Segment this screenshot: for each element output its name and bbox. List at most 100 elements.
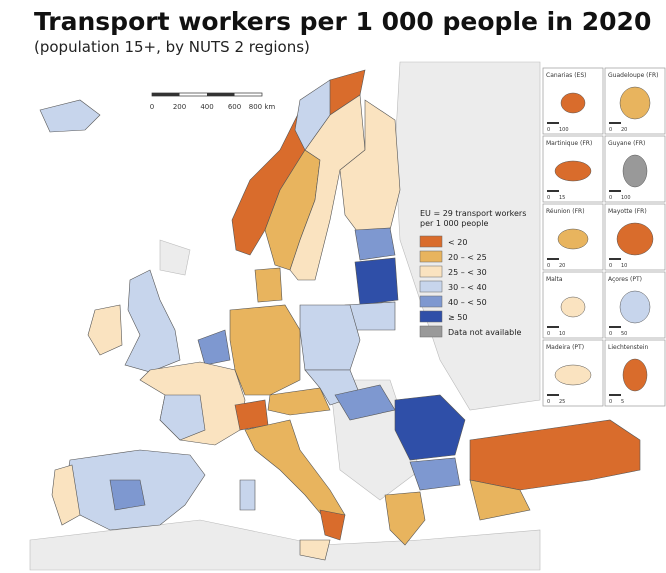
region-portugal [51,464,81,526]
region-denmark [254,267,283,303]
region-sicily [299,539,331,561]
region-austria [267,387,331,416]
region-turkey [469,419,641,491]
inset-shape [622,154,648,188]
inset-scale-label: 100 [559,127,569,133]
region-poland [299,304,361,371]
inset-scale-label: 0 [547,127,550,133]
inset-label: Guadeloupe (FR) [608,72,658,79]
inset-scale [609,122,621,124]
legend-swatch [419,235,443,248]
legend-title: EU = 29 transport workers [420,209,526,218]
legend-swatch [419,325,443,338]
inset-label: Açores (PT) [608,276,642,283]
inset-scale [609,326,621,328]
inset-shape [557,228,589,250]
region-sweden-east [289,94,366,281]
region-france-west [159,394,206,441]
inset-shape [554,160,592,182]
scale-label: 800 km [249,103,276,111]
legend-label: 40 – < 50 [448,298,487,307]
inset-scale [609,258,621,260]
inset-shape [616,222,654,256]
region-greece [384,491,426,546]
inset-scale-label: 0 [547,195,550,201]
region-iceland [39,99,101,133]
legend-swatch [419,295,443,308]
inset-label: Liechtenstein [608,344,648,351]
region-romania [394,394,466,461]
legend-title: per 1 000 people [420,219,488,228]
legend-label: 30 – < 40 [448,283,487,292]
land-east [394,61,541,411]
inset-shape [622,358,648,392]
scale-label: 400 [200,103,213,111]
inset-scale-label: 0 [547,399,550,405]
region-ireland [87,304,123,356]
legend-label: Data not available [448,328,521,337]
region-germany [229,304,301,396]
scale-bar [151,92,263,97]
inset-scale-label: 0 [609,399,612,405]
inset-shape [619,290,651,324]
inset-scale-label: 0 [609,195,612,201]
scale-labels: 0 200 400 600 800 km [150,103,276,111]
legend-label: < 20 [448,238,467,247]
inset-scale-label: 5 [621,399,624,405]
inset-scale-label: 25 [559,399,565,405]
inset-scale-label: 10 [621,263,627,269]
subtitle: (population 15+, by NUTS 2 regions) [34,38,310,56]
region-estonia [354,227,396,261]
legend-label: 20 – < 25 [448,253,487,262]
land-south [29,519,541,571]
map-body [29,61,641,571]
region-benelux [197,329,231,366]
inset-scale [547,190,559,192]
region-turkey-west [469,479,531,521]
inset-label: Mayotte (FR) [608,208,647,215]
inset-scale-label: 20 [621,127,627,133]
region-madrid [109,479,146,511]
inset-scale [547,394,559,396]
inset-shape [554,364,592,386]
inset-scale-label: 0 [609,127,612,133]
inset-label: Madeira (PT) [546,344,584,351]
region-latvia [354,257,399,306]
inset-label: Canarias (ES) [546,72,586,79]
region-north [294,79,331,151]
scale-label: 600 [228,103,241,111]
inset-scale-label: 0 [547,263,550,269]
inset-scale-label: 0 [609,263,612,269]
inset-scale-label: 10 [559,331,565,337]
inset-scale [609,190,621,192]
legend-swatch [419,250,443,263]
legend-swatch [419,265,443,278]
inset-scale-label: 100 [621,195,631,201]
inset-shape [560,296,586,318]
region-finland [339,99,401,236]
inset-scale-label: 20 [559,263,565,269]
inset-label: Réunion (FR) [546,208,585,215]
inset-shape [560,92,586,114]
region-italy [244,419,346,526]
region-calabria [319,509,346,541]
legend-swatch [419,310,443,323]
region-bulgaria [409,457,461,491]
inset-scale-label: 0 [547,331,550,337]
inset-scale-label: 50 [621,331,627,337]
title: Transport workers per 1 000 people in 20… [34,7,651,36]
region-switzerland [234,399,269,431]
faroe [159,239,191,276]
inset-scale [547,326,559,328]
inset-scale [609,394,621,396]
legend-label: ≥ 50 [448,313,467,322]
inset-scale [547,258,559,260]
region-uk [124,269,181,373]
legend-label: 25 – < 30 [448,268,487,277]
scale-label: 0 [150,103,154,111]
inset-scale [547,122,559,124]
